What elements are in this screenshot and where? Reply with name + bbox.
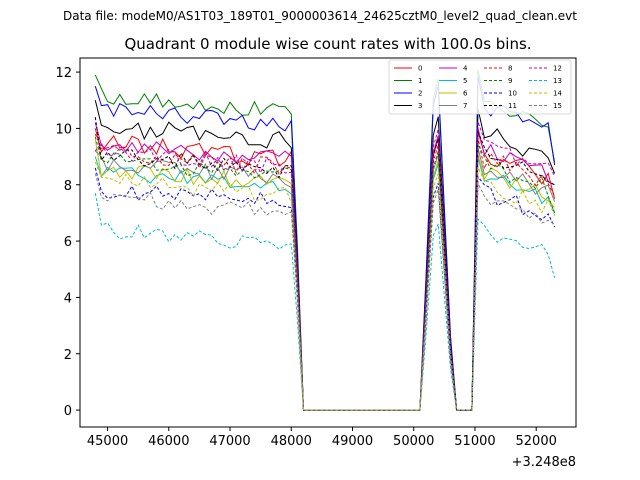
y-tick-label: 10 bbox=[55, 122, 72, 137]
legend-label: 10 bbox=[508, 90, 517, 98]
x-tick-label: 48000 bbox=[271, 434, 312, 449]
chart-title: Quadrant 0 module wise count rates with … bbox=[124, 35, 531, 53]
series-line-10 bbox=[94, 167, 556, 411]
chart-suptitle: Data file: modeM0/AS1T03_189T01_90000036… bbox=[63, 9, 577, 23]
legend-label: 9 bbox=[508, 77, 512, 85]
x-tick-label: 45000 bbox=[87, 434, 128, 449]
legend-label: 7 bbox=[463, 102, 467, 110]
x-tick-label: 52000 bbox=[516, 434, 557, 449]
legend-label: 6 bbox=[463, 90, 468, 98]
legend-label: 3 bbox=[418, 102, 422, 110]
y-tick-label: 2 bbox=[64, 348, 72, 363]
plot-area-frame bbox=[79, 57, 577, 428]
x-tick-label: 46000 bbox=[148, 434, 189, 449]
legend-label: 12 bbox=[553, 65, 562, 73]
y-axis: 0 2 4 6 8 10 12 bbox=[55, 66, 80, 419]
x-tick-label: 49000 bbox=[332, 434, 373, 449]
legend-label: 5 bbox=[463, 77, 467, 85]
legend-label: 4 bbox=[463, 65, 468, 73]
legend-label: 11 bbox=[508, 102, 517, 110]
series-line-15 bbox=[94, 173, 555, 411]
legend-frame bbox=[388, 59, 572, 115]
legend-label: 13 bbox=[553, 77, 562, 85]
legend-label: 2 bbox=[418, 90, 422, 98]
x-tick-label: 50000 bbox=[393, 434, 434, 449]
legend-label: 0 bbox=[418, 65, 422, 73]
x-axis: 45000 46000 47000 48000 49000 50000 51000 52000 bbox=[87, 427, 557, 449]
x-axis-offset-label: +3.248e8 bbox=[512, 455, 576, 470]
y-tick-label: 6 bbox=[64, 235, 72, 250]
x-tick-label: 51000 bbox=[454, 434, 495, 449]
legend-label: 14 bbox=[553, 90, 562, 98]
series-lines bbox=[94, 69, 556, 411]
y-tick-label: 8 bbox=[64, 179, 72, 194]
legend-label: 15 bbox=[553, 102, 562, 110]
y-tick-label: 12 bbox=[55, 66, 72, 81]
legend-label: 8 bbox=[508, 65, 512, 73]
legend-label: 1 bbox=[418, 77, 422, 85]
y-tick-label: 0 bbox=[64, 404, 72, 419]
x-tick-label: 47000 bbox=[209, 434, 250, 449]
y-tick-label: 4 bbox=[64, 291, 72, 306]
